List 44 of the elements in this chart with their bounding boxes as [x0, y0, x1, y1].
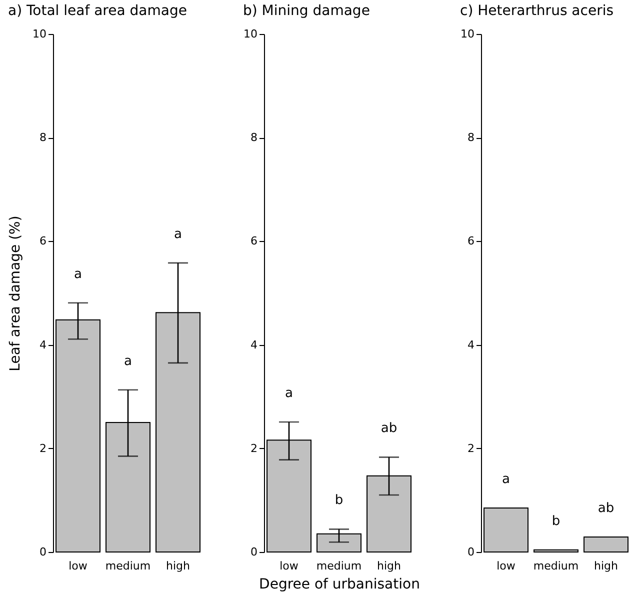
x-tick-label: medium [105, 560, 151, 572]
chart-title: b) Mining damage [243, 3, 370, 19]
y-tick-label: 2 [40, 442, 46, 455]
y-tick-label: 2 [468, 442, 474, 455]
annotation: b [334, 493, 344, 508]
x-tick-label: low [68, 560, 88, 572]
x-tick-label: medium [533, 560, 579, 572]
x-tick-label: high [594, 560, 618, 572]
y-tick-label: 4 [40, 338, 46, 352]
annotation: ab [598, 500, 614, 516]
y-tick-label: 0 [468, 546, 474, 558]
y-tick-label: 8 [468, 131, 474, 144]
y-tick-label: 6 [468, 234, 474, 248]
x-tick-label: medium [316, 560, 362, 572]
annotation: b [552, 514, 560, 529]
annotation: a [74, 266, 82, 282]
y-tick-label: 10 [244, 28, 258, 40]
y-tick-label: 10 [460, 28, 474, 40]
y-tick-label: 0 [250, 546, 258, 558]
x-tick-label: low [496, 560, 516, 572]
y-tick-label: 0 [40, 546, 46, 558]
y-axis-title: Leaf area damage (%) [8, 216, 24, 372]
annotation: a [124, 354, 132, 369]
annotation: a [502, 472, 510, 487]
bar [534, 549, 578, 552]
y-tick-label: 6 [250, 234, 258, 248]
y-tick-label: 8 [250, 131, 258, 144]
x-axis-title: Degree of urbanisation [259, 576, 420, 592]
chart-title: c) Heterarthrus aceris [460, 3, 614, 19]
y-tick-label: 2 [250, 442, 258, 455]
y-tick-label: 8 [40, 131, 46, 144]
bar [584, 536, 628, 552]
x-tick-label: low [280, 560, 298, 572]
chart-title: a) Total leaf area damage [8, 3, 187, 19]
annotation: a [285, 386, 293, 401]
y-tick-label: 10 [32, 28, 46, 40]
annotation: ab [380, 421, 398, 436]
bar [316, 533, 362, 552]
y-tick-label: 6 [40, 234, 46, 248]
x-tick-label: high [166, 560, 190, 572]
y-tick-label: 4 [250, 338, 258, 352]
y-tick-label: 4 [468, 338, 474, 352]
annotation: a [174, 226, 182, 242]
x-tick-label: high [377, 560, 402, 572]
